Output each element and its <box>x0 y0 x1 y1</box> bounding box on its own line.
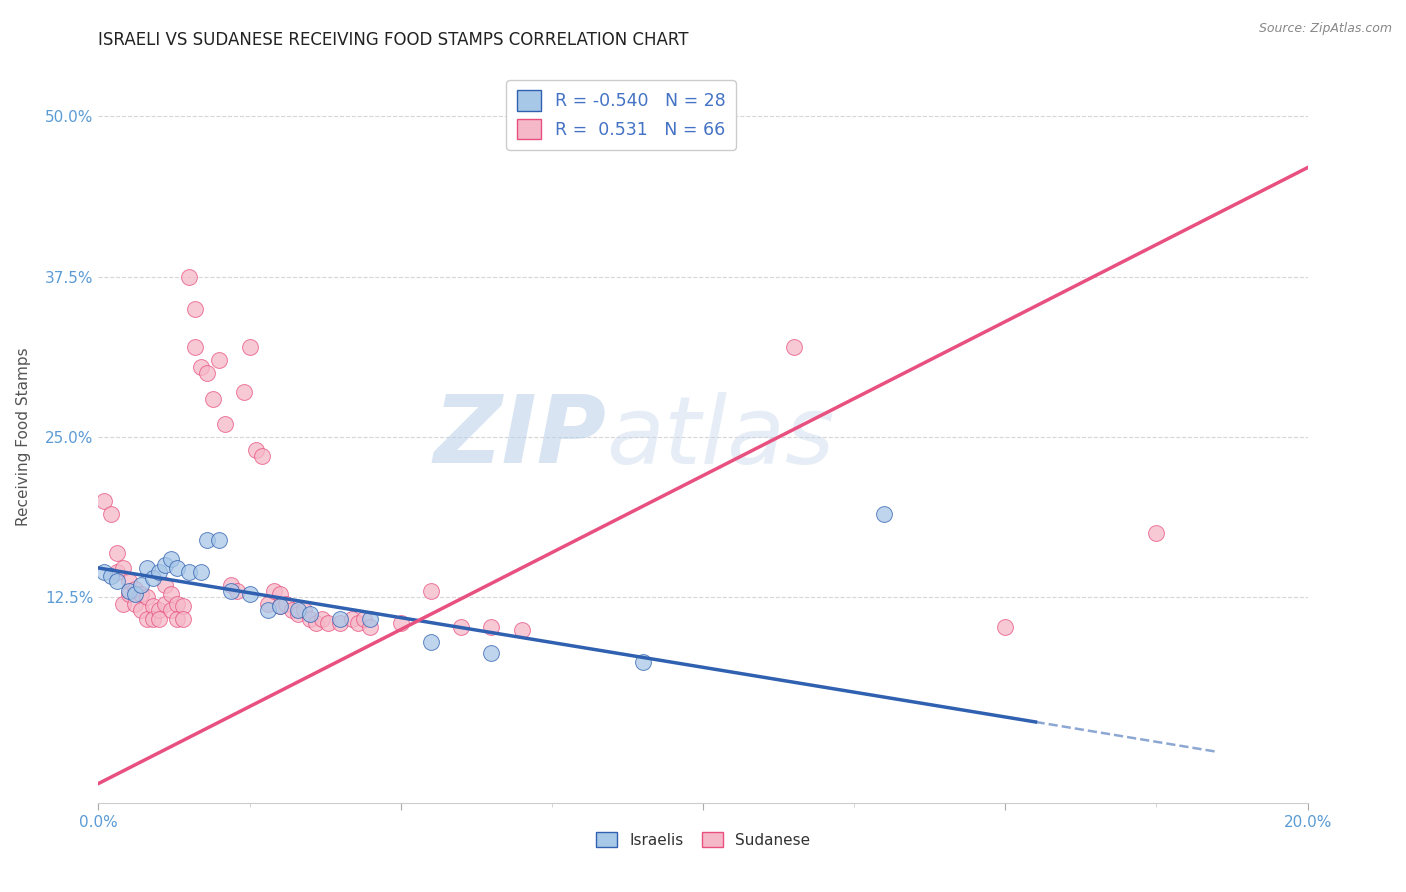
Point <box>239 340 262 354</box>
Point <box>100 568 122 582</box>
Point <box>208 353 231 368</box>
Point <box>221 584 243 599</box>
Point <box>481 620 503 634</box>
Point <box>160 603 183 617</box>
Point <box>118 574 141 588</box>
Text: ZIP: ZIP <box>433 391 606 483</box>
Point <box>287 607 309 622</box>
Point <box>353 612 375 626</box>
Point <box>783 340 806 354</box>
Y-axis label: Receiving Food Stamps: Receiving Food Stamps <box>17 348 31 526</box>
Point <box>160 587 183 601</box>
Point <box>311 612 333 626</box>
Point <box>269 599 291 614</box>
Point <box>124 582 146 596</box>
Point <box>148 565 170 579</box>
Point <box>316 616 339 631</box>
Point <box>631 655 654 669</box>
Point <box>179 269 201 284</box>
Point <box>118 587 141 601</box>
Point <box>105 574 128 588</box>
Point <box>420 635 443 649</box>
Point <box>135 591 157 605</box>
Text: atlas: atlas <box>606 392 835 483</box>
Legend: Israelis, Sudanese: Israelis, Sudanese <box>589 825 817 854</box>
Point <box>226 584 249 599</box>
Point <box>129 587 152 601</box>
Point <box>360 620 382 634</box>
Point <box>93 565 115 579</box>
Point <box>214 417 236 432</box>
Point <box>342 612 364 626</box>
Point <box>208 533 231 547</box>
Text: Source: ZipAtlas.com: Source: ZipAtlas.com <box>1258 22 1392 36</box>
Point <box>148 612 170 626</box>
Point <box>510 623 533 637</box>
Point <box>105 545 128 559</box>
Point <box>172 599 194 614</box>
Point <box>329 616 352 631</box>
Point <box>184 340 207 354</box>
Text: ISRAELI VS SUDANESE RECEIVING FOOD STAMPS CORRELATION CHART: ISRAELI VS SUDANESE RECEIVING FOOD STAMP… <box>98 31 689 49</box>
Point <box>135 612 157 626</box>
Point <box>118 584 141 599</box>
Point <box>148 603 170 617</box>
Point <box>195 366 218 380</box>
Point <box>873 507 896 521</box>
Point <box>172 612 194 626</box>
Point <box>269 599 291 614</box>
Point <box>1144 526 1167 541</box>
Point <box>305 616 328 631</box>
Point <box>129 603 152 617</box>
Point <box>135 561 157 575</box>
Point <box>329 612 352 626</box>
Point <box>287 603 309 617</box>
Point <box>166 561 188 575</box>
Point <box>481 646 503 660</box>
Point <box>142 571 165 585</box>
Point <box>195 533 218 547</box>
Point <box>420 584 443 599</box>
Point <box>111 561 134 575</box>
Point <box>184 301 207 316</box>
Point <box>153 577 176 591</box>
Point <box>142 599 165 614</box>
Point <box>281 603 304 617</box>
Point <box>389 616 412 631</box>
Point <box>105 565 128 579</box>
Point <box>360 612 382 626</box>
Point <box>299 607 322 622</box>
Point <box>153 597 176 611</box>
Point <box>100 507 122 521</box>
Point <box>221 577 243 591</box>
Point <box>245 442 267 457</box>
Point <box>124 587 146 601</box>
Point <box>263 584 285 599</box>
Point <box>239 587 262 601</box>
Point <box>256 603 278 617</box>
Point <box>111 597 134 611</box>
Point <box>179 565 201 579</box>
Point <box>274 597 297 611</box>
Point <box>190 359 212 374</box>
Point <box>299 612 322 626</box>
Point <box>256 597 278 611</box>
Point <box>166 597 188 611</box>
Point <box>994 620 1017 634</box>
Point <box>292 603 315 617</box>
Point <box>232 385 254 400</box>
Point <box>142 612 165 626</box>
Point <box>166 612 188 626</box>
Point <box>347 616 370 631</box>
Point <box>190 565 212 579</box>
Point <box>129 577 152 591</box>
Point <box>124 597 146 611</box>
Point <box>269 587 291 601</box>
Point <box>160 552 183 566</box>
Point <box>153 558 176 573</box>
Point <box>93 494 115 508</box>
Point <box>250 450 273 464</box>
Point <box>202 392 225 406</box>
Point <box>450 620 472 634</box>
